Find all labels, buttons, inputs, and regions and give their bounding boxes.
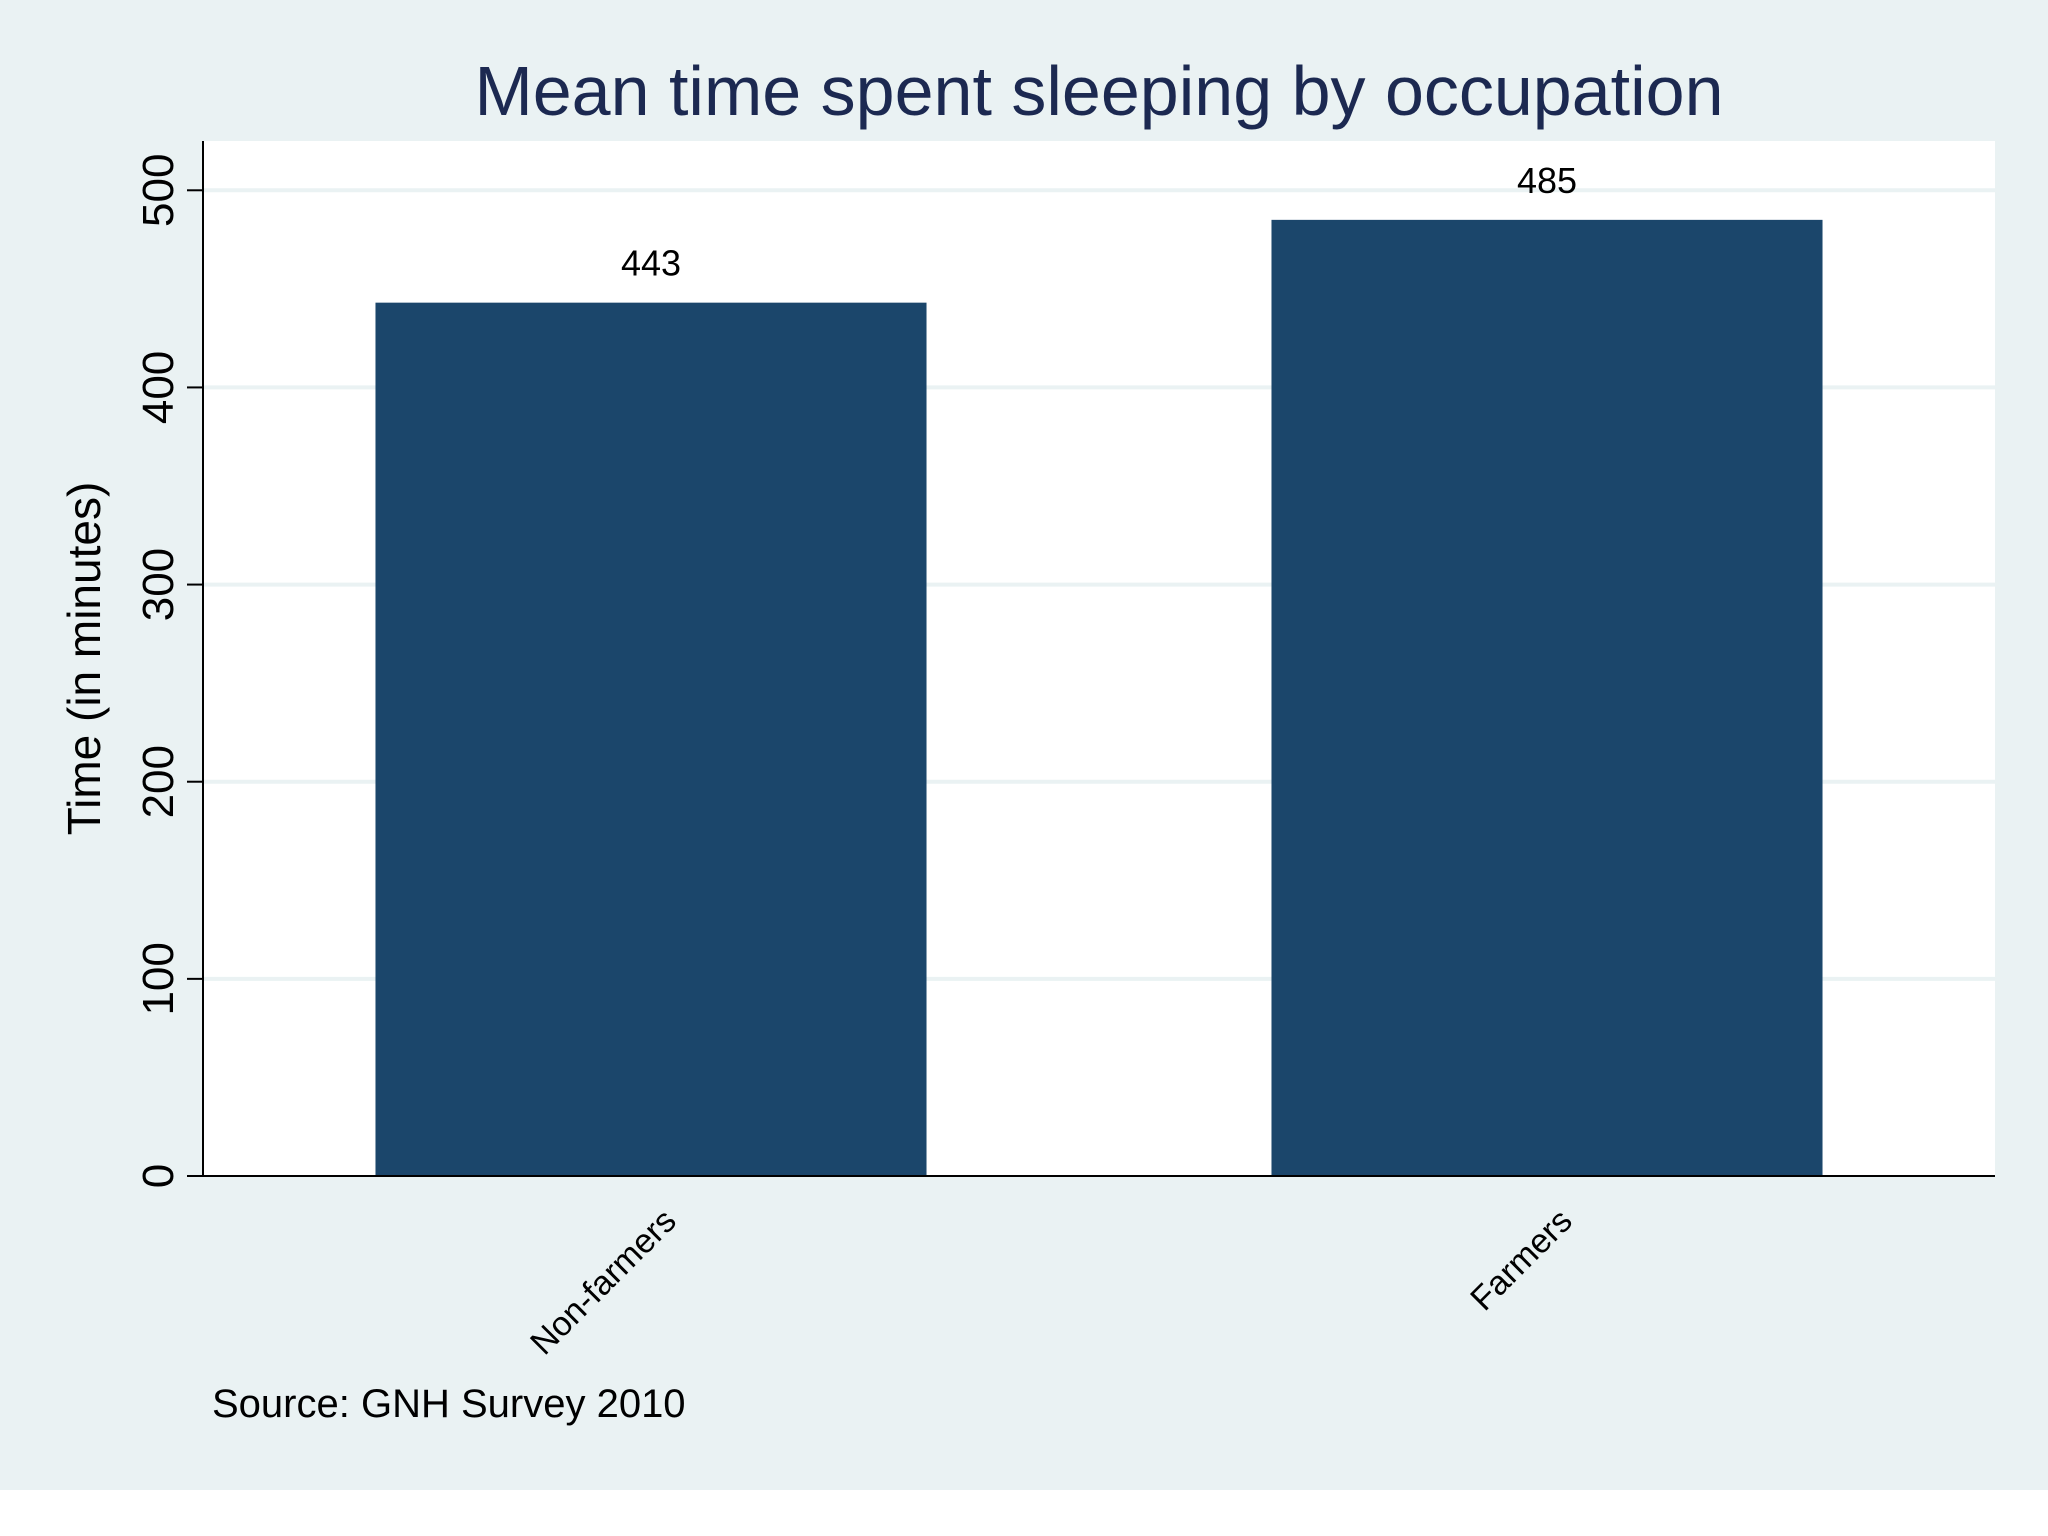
bar-value-label: 485: [1517, 160, 1577, 201]
y-tick-label: 400: [134, 351, 183, 424]
bar: [375, 302, 927, 1177]
bar: [1271, 219, 1823, 1176]
y-tick-label: 200: [134, 745, 183, 818]
y-tick-label: 500: [134, 154, 183, 227]
bar-value-label: 443: [621, 243, 681, 284]
y-tick-label: 100: [134, 942, 183, 1015]
chart-title: Mean time spent sleeping by occupation: [474, 52, 1723, 130]
y-tick-label: 300: [134, 548, 183, 621]
y-axis-label: Time (in minutes): [58, 482, 110, 836]
bars: 443 485: [375, 160, 1823, 1177]
source-note: Source: GNH Survey 2010: [212, 1382, 686, 1426]
y-tick-label: 0: [134, 1164, 183, 1188]
